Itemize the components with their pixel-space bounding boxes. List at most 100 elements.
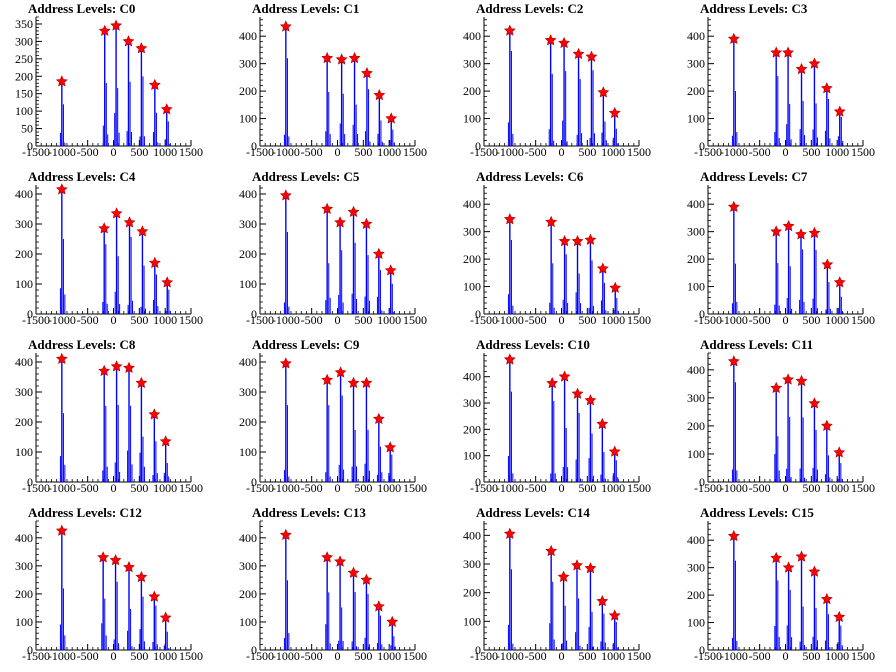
- x-tick-label: 500: [130, 313, 148, 327]
- x-tick-label: 0: [111, 313, 117, 327]
- x-tick-label: -1500: [22, 649, 50, 663]
- x-tick-label: 1000: [153, 145, 177, 159]
- x-tick-label: 500: [802, 649, 820, 663]
- y-tick-label: 0: [475, 139, 481, 153]
- y-tick-label: 200: [15, 415, 33, 429]
- peak-marker: [609, 281, 622, 293]
- y-tick-label: 300: [463, 225, 481, 239]
- x-tick-label: -1500: [22, 313, 50, 327]
- y-tick-label: 300: [239, 57, 257, 71]
- y-tick-label: 100: [687, 616, 705, 630]
- x-tick-label: 0: [559, 649, 565, 663]
- x-tick-label: 1000: [377, 649, 401, 663]
- y-tick-label: 400: [463, 197, 481, 211]
- x-tick-label: 1000: [153, 481, 177, 495]
- x-tick-label: -500: [77, 649, 99, 663]
- x-tick-label: 0: [783, 649, 789, 663]
- peak-marker: [55, 183, 68, 195]
- peak-marker: [546, 377, 559, 389]
- x-tick-label: 0: [559, 145, 565, 159]
- x-tick-label: 500: [578, 145, 596, 159]
- peak-marker: [335, 53, 348, 65]
- y-tick-label: 400: [687, 29, 705, 43]
- peak-marker: [584, 562, 597, 574]
- x-tick-label: 0: [335, 481, 341, 495]
- y-tick-label: 250: [15, 52, 33, 66]
- histogram-plot-c15: Address Levels: C15 -1500-1000 -500 0 500 100…: [687, 505, 875, 663]
- y-tick-label: 100: [463, 280, 481, 294]
- peak-marker: [770, 46, 783, 58]
- y-tick-label: 400: [15, 187, 33, 201]
- peak-marker: [384, 441, 397, 453]
- x-tick-label: 500: [578, 649, 596, 663]
- peak-marker: [782, 219, 795, 232]
- histogram-plot-c3: Address Levels: C3-1500-1000 -500 0 500 1000…: [687, 1, 875, 159]
- x-tick-label: 1000: [601, 481, 625, 495]
- y-tick-label: 150: [15, 87, 33, 101]
- x-tick-label: -500: [301, 313, 323, 327]
- histogram-plot-c2: Address Levels: C2-1500-1000 -500 0 500 1000…: [463, 1, 651, 159]
- peak-marker: [833, 446, 846, 458]
- x-tick-label: 0: [559, 313, 565, 327]
- histogram-plot-c4: Address Levels: C4-1500-1000 -500 0 500 1000…: [15, 169, 203, 327]
- x-tick-label: -1500: [246, 481, 274, 495]
- peak-marker: [55, 524, 68, 536]
- panel-c2: Address Levels: C2 -1500 -1000 -500 0 500 1000…: [448, 0, 672, 168]
- peak-marker: [608, 609, 621, 621]
- x-tick-label: 0: [783, 313, 789, 327]
- y-tick-label: 300: [463, 557, 481, 571]
- peak-marker: [361, 67, 373, 79]
- x-tick-label: -1000: [720, 481, 748, 495]
- x-tick-label: -500: [77, 313, 99, 327]
- x-tick-label: -500: [525, 313, 547, 327]
- panel-title: Address Levels: C0: [28, 1, 135, 16]
- peak-marker: [347, 566, 360, 578]
- y-tick-label: 100: [15, 615, 33, 629]
- histogram-plot-c12: Address Levels: C12 -1500-1000 -500 0 500 100…: [15, 505, 203, 663]
- panel-title: Address Levels: C13: [252, 505, 366, 520]
- x-tick-label: -1500: [470, 649, 498, 663]
- y-tick-label: 300: [463, 396, 481, 410]
- panel-title: Address Levels: C7: [700, 169, 808, 184]
- y-tick-label: 300: [15, 217, 33, 231]
- y-tick-label: 200: [239, 587, 257, 601]
- peak-marker: [334, 216, 347, 228]
- x-tick-label: -500: [749, 313, 771, 327]
- peak-marker: [161, 276, 174, 288]
- y-tick-label: 100: [15, 445, 33, 459]
- y-tick-label: 200: [239, 415, 257, 429]
- x-tick-label: 1500: [179, 649, 203, 663]
- peak-marker: [386, 615, 399, 628]
- x-tick-label: -1000: [48, 649, 76, 663]
- x-tick-label: -1000: [720, 145, 748, 159]
- panel-c1: Address Levels: C1 -1500 -1000 -500 0 500 1000…: [224, 0, 448, 168]
- x-tick-label: -500: [301, 649, 323, 663]
- y-tick-label: 400: [239, 355, 257, 369]
- peak-marker: [97, 551, 110, 563]
- y-tick-label: 200: [463, 252, 481, 266]
- x-tick-label: 0: [783, 145, 789, 159]
- x-tick-label: -500: [77, 481, 99, 495]
- peak-marker: [334, 555, 347, 567]
- x-tick-label: 500: [130, 145, 148, 159]
- peak-marker: [820, 592, 833, 605]
- y-tick-label: 0: [27, 307, 33, 321]
- histogram-plot-c5: Address Levels: C5-1500-1000 -500 0 500 1000…: [239, 169, 427, 327]
- x-tick-label: -1000: [272, 145, 300, 159]
- x-tick-label: -500: [525, 145, 547, 159]
- panel-title: Address Levels: C8: [28, 337, 136, 352]
- y-tick-label: 200: [239, 84, 257, 98]
- peak-marker: [159, 611, 172, 623]
- x-tick-label: 1500: [627, 649, 651, 663]
- histogram-plot-c7: Address Levels: C7-1500-1000 -500 0 500 1000…: [687, 169, 875, 327]
- peak-marker: [571, 559, 583, 571]
- x-tick-label: -1500: [246, 145, 274, 159]
- peak-marker: [770, 225, 783, 237]
- peak-marker: [372, 247, 385, 260]
- peak-marker: [608, 445, 621, 457]
- x-tick-label: 1500: [403, 313, 427, 327]
- peak-marker: [833, 105, 846, 117]
- peak-marker: [808, 226, 821, 239]
- x-tick-label: -500: [749, 649, 771, 663]
